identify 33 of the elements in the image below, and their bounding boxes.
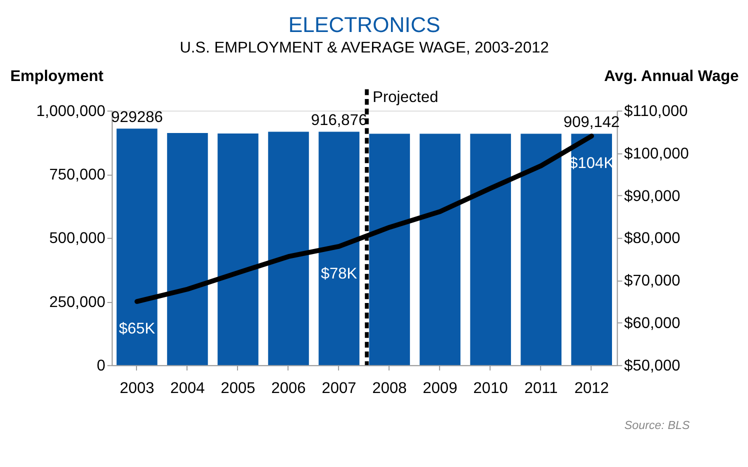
y2-tick-label: $50,000: [624, 357, 681, 374]
x-tick-label: 2010: [473, 380, 508, 397]
x-tick-label: 2012: [574, 380, 609, 397]
source-note: Source: BLS: [624, 419, 690, 432]
y-tick-label: 500,000: [49, 230, 106, 248]
data-label: 909,142: [564, 114, 620, 131]
y-tick-label: 250,000: [49, 294, 106, 311]
x-tick-label: 2007: [322, 380, 356, 397]
y-tick-label: 0: [96, 357, 106, 374]
x-tick-label: 2009: [422, 380, 458, 397]
y2-tick-label: $90,000: [624, 188, 681, 205]
y-tick-label: 750,000: [49, 166, 106, 184]
y2-tick-label: $70,000: [624, 272, 681, 290]
y2-tick-label: $60,000: [624, 315, 681, 332]
y2-tick-label: $110,000: [624, 102, 688, 120]
x-tick-label: 2006: [271, 380, 306, 397]
data-label: 916,876: [310, 112, 368, 129]
y-axis-title: Employment: [10, 68, 104, 85]
ref-line-label: Projected: [372, 88, 438, 106]
chart-subtitle: U.S. EMPLOYMENT & AVERAGE WAGE, 2003-2012: [180, 39, 549, 56]
data-label: $65K: [118, 320, 156, 338]
y2-axis-title: Avg. Annual Wage: [604, 68, 740, 85]
y-tick-label: 1,000,000: [36, 102, 106, 120]
y2-tick-label: $100,000: [624, 145, 690, 162]
data-label: $78K: [320, 265, 358, 282]
x-tick-label: 2005: [220, 380, 256, 397]
y2-tick-label: $80,000: [624, 230, 681, 248]
x-tick-label: 2008: [372, 380, 407, 397]
x-tick-label: 2011: [524, 380, 558, 397]
data-label: 929286: [111, 108, 163, 126]
chart-title: ELECTRONICS: [288, 12, 440, 37]
x-tick-label: 2003: [120, 380, 154, 397]
x-tick-label: 2004: [170, 380, 206, 397]
